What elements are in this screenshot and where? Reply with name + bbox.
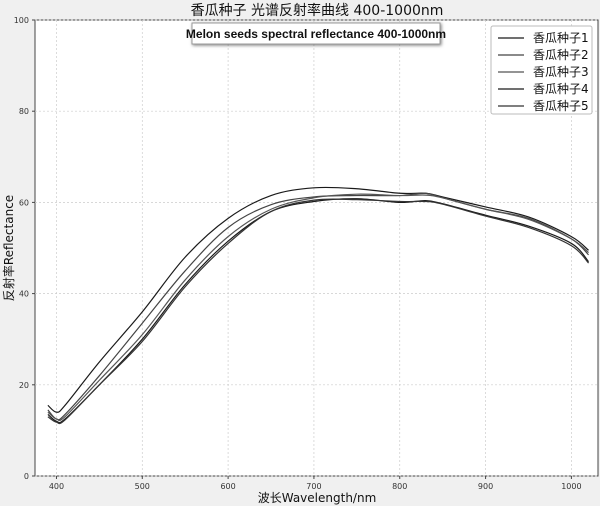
series-line-5	[47, 198, 590, 425]
legend-label: 香瓜种子2	[533, 48, 589, 62]
y-axis-label: 反射率Reflectance	[1, 195, 16, 301]
series-line-3	[47, 193, 589, 422]
x-axis-label: 波长Wavelength/nm	[258, 491, 377, 505]
y-tick-label: 60	[19, 198, 29, 207]
y-tick-label: 80	[19, 107, 29, 116]
legend-label: 香瓜种子3	[533, 65, 589, 79]
x-tick-label: 1000	[561, 482, 581, 491]
legend: 香瓜种子1 香瓜种子2 香瓜种子3 香瓜种子4 香瓜种子5	[490, 25, 593, 115]
x-tick-label: 500	[135, 482, 150, 491]
series-line-1	[47, 186, 589, 413]
chart-title: 香瓜种子 光谱反射率曲线 400-1000nm	[191, 2, 444, 19]
legend-box	[490, 25, 593, 115]
annotation-text: Melon seeds spectral reflectance 400-100…	[186, 27, 446, 41]
x-tick-label: 900	[478, 482, 493, 491]
x-tick-label: 700	[306, 482, 321, 491]
y-tick-label: 20	[19, 381, 29, 390]
legend-label: 香瓜种子5	[533, 99, 589, 113]
legend-label: 香瓜种子1	[533, 31, 589, 45]
x-tick-label: 600	[220, 482, 235, 491]
x-tick-label: 400	[49, 482, 64, 491]
x-tick-label: 800	[392, 482, 407, 491]
y-tick-label: 100	[14, 16, 29, 25]
annotation-box	[191, 22, 441, 45]
y-tick-label: 0	[24, 472, 29, 481]
legend-label: 香瓜种子4	[533, 82, 589, 96]
y-tick-label: 40	[19, 290, 29, 299]
